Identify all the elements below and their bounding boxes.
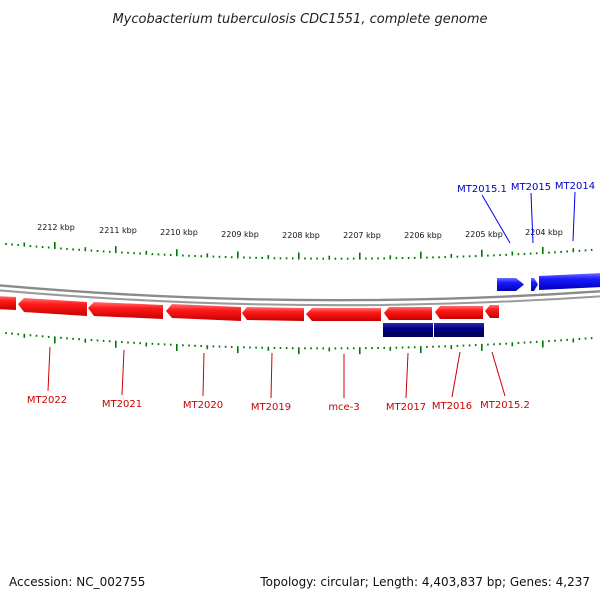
gene-arrow-mt2021[interactable]: [88, 302, 163, 319]
ruler-labels: 2212 kbp 2211 kbp 2210 kbp 2209 kbp 2208…: [37, 223, 563, 240]
gene-label-mt2015-2[interactable]: MT2015.2: [480, 400, 530, 411]
gene-label-mt2020[interactable]: MT2020: [183, 400, 223, 411]
gene-arrow-mt2023[interactable]: [0, 296, 16, 310]
gene-arrow-mt2019[interactable]: [242, 307, 304, 321]
ruler-label: 2211 kbp: [99, 226, 137, 235]
forward-strand-genes: [497, 273, 600, 291]
gene-arrow-mt2016[interactable]: [435, 306, 483, 319]
ruler-ticks-top: [5, 242, 593, 260]
gene-label-mt2015[interactable]: MT2015: [511, 182, 551, 193]
gene-arrow-mt2015-2[interactable]: [485, 305, 499, 318]
accession-text: Accession: NC_002755: [9, 575, 145, 589]
gene-arrow-mt2015-1[interactable]: [497, 278, 524, 291]
gene-arrow-mt2017[interactable]: [384, 307, 432, 320]
gene-label-mt2022[interactable]: MT2022: [27, 395, 67, 406]
ruler-label: 2206 kbp: [404, 231, 442, 240]
gene-arrow-mt2022[interactable]: [18, 298, 87, 316]
reverse-strand-genes: [0, 296, 499, 337]
ruler-ticks-bottom: [5, 332, 593, 355]
gene-label-mce-3[interactable]: mce-3: [328, 402, 359, 413]
gene-label-mt2016[interactable]: MT2016: [432, 401, 472, 412]
genome-backbone-outer: [0, 284, 600, 302]
leader-line: [121, 349, 125, 396]
gene-arrow-mt2015[interactable]: [531, 278, 538, 291]
ruler-label: 2204 kbp: [525, 228, 563, 237]
genome-summary-text: Topology: circular; Length: 4,403,837 bp…: [259, 575, 590, 589]
ruler-label: 2207 kbp: [343, 231, 381, 240]
leader-line: [572, 191, 576, 242]
reverse-gene-labels: MT2022 MT2021 MT2020 MT2019 mce-3 MT2017…: [27, 346, 530, 413]
feature-bar-navy-right[interactable]: [434, 323, 484, 337]
map-title: Mycobacterium tuberculosis CDC1551, comp…: [112, 12, 487, 27]
forward-gene-labels: MT2015.1 MT2015 MT2014: [457, 181, 595, 244]
genome-backbone-inner: [0, 289, 600, 307]
leader-line: [530, 192, 534, 244]
gene-arrow-mt2020[interactable]: [166, 304, 241, 321]
leader-line: [270, 352, 273, 399]
ruler-label: 2205 kbp: [465, 230, 503, 239]
gene-label-mt2015-1[interactable]: MT2015.1: [457, 184, 507, 195]
ruler-label: 2212 kbp: [37, 223, 75, 232]
feature-bar-navy-left[interactable]: [383, 323, 433, 337]
gene-label-mt2017[interactable]: MT2017: [386, 402, 426, 413]
gene-arrow-mce-3[interactable]: [306, 308, 381, 321]
leader-line: [481, 194, 511, 244]
gene-label-mt2021[interactable]: MT2021: [102, 399, 142, 410]
gene-label-mt2014[interactable]: MT2014: [555, 181, 595, 192]
gene-label-mt2019[interactable]: MT2019: [251, 402, 291, 413]
gene-arrow-mt2014[interactable]: [539, 273, 600, 290]
leader-line: [451, 351, 461, 398]
leader-line: [47, 346, 51, 392]
leader-line: [491, 351, 506, 397]
ruler-label: 2208 kbp: [282, 231, 320, 240]
leader-line: [202, 352, 205, 397]
ruler-label: 2210 kbp: [160, 228, 198, 237]
leader-line: [405, 352, 409, 399]
ruler-label: 2209 kbp: [221, 230, 259, 239]
